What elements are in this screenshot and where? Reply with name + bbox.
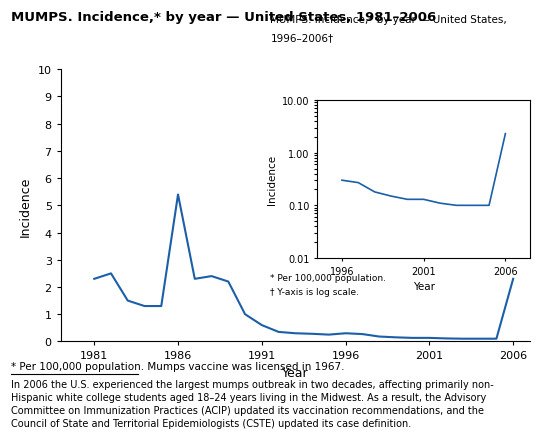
Y-axis label: Incidence: Incidence [19,176,32,236]
Text: MUMPS. Incidence,* by year — United States,: MUMPS. Incidence,* by year — United Stat… [270,15,507,25]
X-axis label: Year: Year [282,366,309,379]
Text: * Per 100,000 population. Mumps vaccine was licensed in 1967.: * Per 100,000 population. Mumps vaccine … [11,361,344,371]
Text: † Y-axis is log scale.: † Y-axis is log scale. [270,287,359,296]
Text: MUMPS. Incidence,* by year — United States, 1981–2006: MUMPS. Incidence,* by year — United Stat… [11,11,436,24]
X-axis label: Year: Year [413,282,434,292]
Text: * Per 100,000 population.: * Per 100,000 population. [270,274,386,283]
Y-axis label: Incidence: Incidence [267,155,277,205]
Text: In 2006 the U.S. experienced the largest mumps outbreak in two decades, affectin: In 2006 the U.S. experienced the largest… [11,379,494,428]
Text: 1996–2006†: 1996–2006† [270,33,333,43]
